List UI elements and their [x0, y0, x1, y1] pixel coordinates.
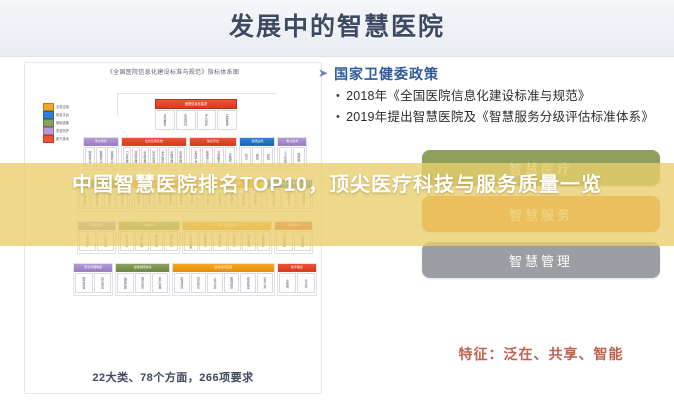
legend-item: 新兴技术 [43, 134, 85, 143]
slide-header-band [0, 0, 674, 57]
tier5-cell: 云计算 [297, 273, 315, 293]
tier5-group-bar: 安全管理制度 [74, 264, 113, 272]
legend-item: 基础设施 [43, 118, 85, 127]
tier5-group-bar: 业务协同应用 [173, 264, 274, 272]
legend-item: 信息平台 [43, 110, 85, 119]
policy-block: ➤ 国家卫健委政策 • 2018年《全国医院信息化建设标准与规范》 • 2019… [318, 64, 670, 126]
tier5-group: 安全管理制度 制度建设 应急响应 [73, 263, 114, 296]
tier2-group-bar: 业务应用系统 [121, 138, 186, 146]
overlay-banner-band [0, 163, 674, 246]
tier2-cells: 机房 网络 终端 [240, 146, 274, 168]
tier5-cells: 区域协同 双向转诊 公共卫生 医保结算 健康档案 信息公开 [173, 272, 274, 294]
legend-item: 安全防护 [43, 126, 85, 135]
legend-label-3: 安全防护 [56, 129, 69, 133]
tier2-cells: 网络安全 数据安全 应用安全 [84, 146, 118, 168]
tier5-cell: 健康档案 [240, 273, 257, 293]
tier2-cells: 门诊管理 住院管理 药品管理 检查检验 手术麻醉 护理管理 病案管理 [122, 146, 186, 168]
legend-swatch-3 [43, 126, 54, 135]
pillar-smart-management: 智慧管理 [422, 242, 660, 278]
tier5-cell: 信息公开 [257, 273, 273, 293]
policy-item-text: 2019年提出智慧医院及《智慧服务分级评估标准体系》 [346, 110, 655, 124]
policy-item: • 2018年《全国医院信息化建设标准与规范》 [318, 88, 670, 105]
legend-label-1: 信息平台 [56, 113, 69, 117]
tier5-group-bar: 运维保障体系 [116, 264, 170, 272]
policy-item-text: 2018年《全国医院信息化建设标准与规范》 [346, 89, 591, 103]
pyramid-roof-lines [117, 93, 276, 116]
pyramid-footer-caption: 22大类、78个方面，266项要求 [92, 372, 254, 384]
bullet-icon: • [336, 111, 341, 123]
tier5-cell: 制度建设 [75, 273, 93, 293]
tier5-cell: 医保结算 [223, 273, 240, 293]
apex-cell: 评价指标 [196, 110, 217, 130]
tier2-cells: 集成平台 数据中心 交换服务 主数据 [190, 146, 237, 168]
pyramid-legend: 业务应用 信息平台 基础设施 安全防护 新兴技术 [43, 102, 85, 143]
tier5-group: 运维保障体系 运维管理 服务监控 资产管理 [115, 263, 171, 296]
tier5-cell: 资产管理 [151, 273, 169, 293]
tier5-group: 业务协同应用 区域协同 双向转诊 公共卫生 医保结算 健康档案 信息公开 [172, 263, 275, 296]
legend-swatch-2 [43, 118, 54, 127]
tier5-cell: 区域协同 [174, 273, 190, 293]
arrow-right-icon: ➤ [318, 66, 330, 80]
tier2-group-bar: 新兴技术 [278, 138, 307, 146]
apex-cell-row: 总体要求 建设目标 评价指标 实施路径 [155, 110, 237, 130]
overlay-headline: 中国智慧医院排名TOP10，顶尖医疗科技与服务质量一览 [72, 174, 602, 196]
legend-label-4: 新兴技术 [56, 137, 69, 141]
slide-title: 发展中的智慧医院 [228, 13, 445, 41]
feature-line: 特征：泛在、共享、智能 [458, 346, 624, 362]
legend-swatch-4 [43, 134, 54, 143]
tier5-cell: 运维管理 [117, 273, 134, 293]
policy-heading: ➤ 国家卫健委政策 [318, 64, 670, 84]
legend-swatch-1 [43, 110, 54, 119]
tier5-cell: 公共卫生 [207, 273, 223, 293]
pyramid-apex: 医院信息化建设 总体要求 建设目标 评价指标 实施路径 [155, 99, 237, 130]
tier5-group: 技术融合 大数据 云计算 [276, 263, 317, 296]
legend-swatch-0 [43, 102, 54, 111]
pyramid-tier-5: 安全管理制度 制度建设 应急响应 运维保障体系 运维管理 服务监控 资产管理 业 [73, 263, 317, 296]
legend-label-0: 业务应用 [56, 105, 69, 109]
tier5-cell: 应急响应 [93, 273, 112, 293]
tier5-group-bar: 技术融合 [277, 264, 316, 272]
apex-bar-label: 医院信息化建设 [155, 99, 237, 109]
apex-cell: 实施路径 [217, 110, 237, 130]
tier5-cell: 双向转诊 [190, 273, 207, 293]
tier5-cell: 大数据 [278, 273, 297, 293]
apex-cell: 建设目标 [175, 110, 196, 130]
tier5-cells: 大数据 云计算 [278, 272, 316, 294]
tier5-cells: 制度建设 应急响应 [74, 272, 112, 294]
pyramid-caption: 《全国医院信息化建设标准与规范》指标体系图 [106, 70, 240, 76]
policy-heading-label: 国家卫健委政策 [334, 66, 440, 82]
tier5-cell: 服务监控 [134, 273, 151, 293]
apex-cell: 总体要求 [155, 110, 175, 130]
legend-label-2: 基础设施 [56, 121, 69, 125]
bullet-icon: • [336, 90, 341, 102]
tier2-group-bar: 基础设施 [240, 138, 275, 146]
tier2-group-bar: 安全防护 [84, 138, 118, 146]
policy-item: • 2019年提出智慧医院及《智慧服务分级评估标准体系》 [318, 109, 670, 126]
tier2-cell: 人工智能 [279, 147, 292, 167]
legend-item: 业务应用 [43, 102, 85, 111]
tier2-group-bar: 信息平台 [189, 138, 237, 146]
tier5-cells: 运维管理 服务监控 资产管理 [116, 272, 169, 294]
